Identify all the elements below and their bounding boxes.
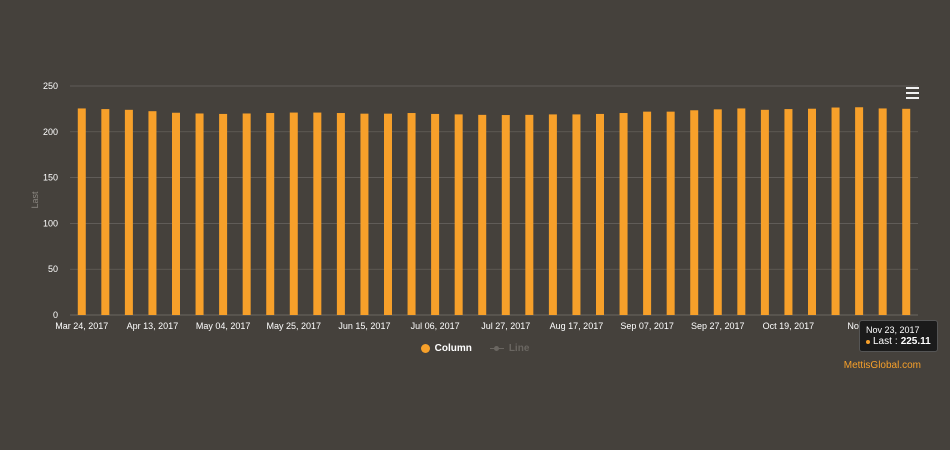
tooltip-row: Last: 225.11 (866, 336, 931, 348)
bar[interactable] (596, 113, 604, 315)
bar[interactable] (501, 115, 510, 315)
x-axis-ticks: Mar 24, 2017 Apr 13, 2017 May 04, 2017 May … (55, 321, 871, 331)
bar[interactable] (360, 113, 369, 315)
x-tick-label: Jul 06, 2017 (411, 321, 460, 331)
x-tick-label: Mar 24, 2017 (55, 321, 108, 331)
x-tick-label: Sep 27, 2017 (691, 321, 745, 331)
bar[interactable] (384, 113, 392, 315)
bar[interactable] (548, 114, 557, 315)
legend-item-line[interactable]: Line (489, 343, 530, 354)
y-tick-label: 0 (53, 310, 58, 320)
tooltip-dot-icon (866, 340, 870, 344)
bar-series-column (77, 107, 911, 316)
x-tick-label: Apr 13, 2017 (127, 321, 179, 331)
bar[interactable] (407, 113, 416, 315)
y-tick-label: 250 (43, 81, 58, 91)
bar[interactable] (101, 109, 110, 316)
bar[interactable] (266, 113, 275, 315)
bar[interactable] (148, 111, 157, 315)
bar[interactable] (572, 114, 581, 315)
tooltip-series: Last (873, 336, 892, 347)
bar[interactable] (855, 107, 864, 316)
x-tick-label: Jul 27, 2017 (481, 321, 530, 331)
bar[interactable] (643, 111, 652, 315)
x-tick-label: Aug 17, 2017 (550, 321, 604, 331)
legend-item-column[interactable]: Column (420, 343, 472, 354)
bar[interactable] (454, 114, 463, 315)
y-tick-label: 150 (43, 173, 58, 183)
tooltip: Nov 23, 2017 Last: 225.11 (859, 320, 938, 352)
bar[interactable] (902, 108, 911, 315)
y-axis-ticks: 0 50 100 150 200 250 (43, 81, 58, 320)
y-tick-label: 100 (43, 218, 58, 228)
legend-label-line: Line (508, 343, 530, 354)
tooltip-value: 225.11 (900, 336, 931, 347)
legend-line-icon (489, 344, 504, 353)
credit-link[interactable]: MettisGlobal.com (843, 360, 921, 371)
legend-dot-icon (420, 344, 430, 353)
bar[interactable] (666, 111, 675, 315)
bar[interactable] (737, 108, 746, 315)
bar[interactable] (195, 113, 204, 315)
bar[interactable] (831, 107, 840, 315)
bar[interactable] (77, 108, 86, 315)
bar[interactable] (713, 109, 722, 315)
bar[interactable] (619, 113, 628, 315)
x-tick-label: Oct 19, 2017 (763, 321, 815, 331)
bar[interactable] (478, 114, 487, 315)
bar[interactable] (525, 114, 534, 315)
grid-lines (70, 85, 918, 316)
bar[interactable] (172, 112, 180, 316)
bar[interactable] (124, 109, 133, 315)
bar[interactable] (313, 112, 322, 316)
bar[interactable] (690, 110, 699, 315)
bar[interactable] (760, 109, 769, 315)
bar[interactable] (784, 109, 793, 316)
bar[interactable] (878, 108, 887, 315)
x-tick-label: May 25, 2017 (267, 321, 322, 331)
hamburger-menu-icon[interactable] (903, 84, 923, 102)
bar[interactable] (289, 112, 298, 316)
legend: Column Line (0, 343, 950, 354)
y-tick-label: 200 (43, 127, 58, 137)
x-tick-label: Jun 15, 2017 (338, 321, 390, 331)
y-tick-label: 50 (48, 264, 58, 274)
bar[interactable] (219, 113, 228, 315)
bar[interactable] (336, 113, 345, 315)
x-tick-label: May 04, 2017 (196, 321, 251, 331)
tooltip-date: Nov 23, 2017 (866, 325, 920, 335)
y-axis-title: Last (30, 191, 40, 209)
x-tick-label: Sep 07, 2017 (620, 321, 674, 331)
legend-label-column: Column (434, 343, 472, 354)
bar[interactable] (431, 113, 440, 315)
bar[interactable] (808, 108, 816, 315)
bar[interactable] (242, 113, 251, 315)
